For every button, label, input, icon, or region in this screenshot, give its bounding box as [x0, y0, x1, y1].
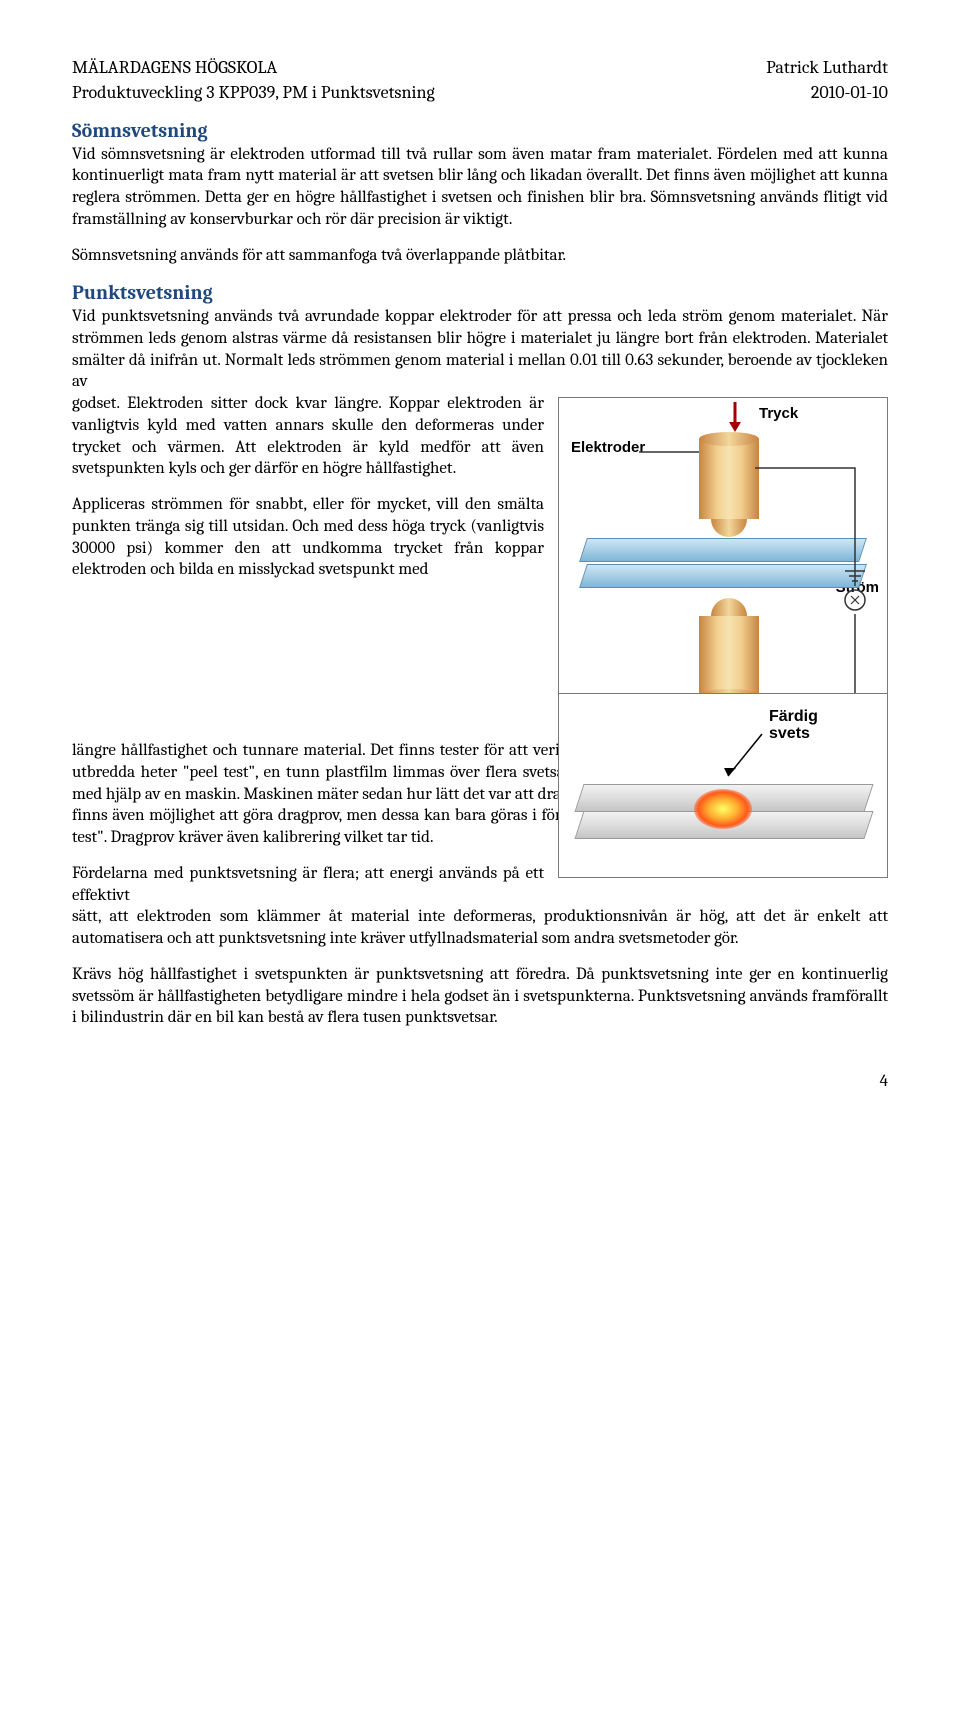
- fig2-label: Färdig svets: [769, 708, 818, 743]
- fig1-electrode-bot: [699, 598, 759, 693]
- page-number: 4: [72, 1071, 888, 1093]
- section2-p3-cont: sätt, att elektroden som klämmer åt mate…: [72, 906, 888, 950]
- header-date: 2010-01-10: [811, 81, 888, 104]
- fig1-elektroder-line-icon: [639, 446, 699, 458]
- fig1-circuit-icon: [755, 456, 875, 706]
- fig1-tryck-arrow-icon: [727, 402, 743, 432]
- figure-spot-welding: Tryck Elektroder Ström: [558, 397, 888, 732]
- header-school: MÄLARDAGENS HÖGSKOLA: [72, 56, 277, 79]
- section2-p1-part-a: Vid punktsvetsning används två avrundade…: [72, 306, 888, 393]
- fig2-arrow-icon: [714, 728, 774, 788]
- section2-title: Punktsvetsning: [72, 280, 888, 306]
- section2-p4: Krävs hög hållfastighet i svetspunkten ä…: [72, 964, 888, 1029]
- figure-finished-weld: Färdig svets: [558, 693, 888, 878]
- fig1-label-elektroder: Elektroder: [571, 438, 645, 457]
- section1-title: Sömnsvetsning: [72, 118, 888, 144]
- section1-p2: Sömnsvetsning används för att sammanfoga…: [72, 245, 888, 267]
- section1-p1: Vid sömnsvetsning är elektroden utformad…: [72, 144, 888, 231]
- fig1-label-tryck: Tryck: [759, 404, 798, 423]
- header-author: Patrick Luthardt: [766, 56, 888, 79]
- fig2-weld-spot: [694, 789, 752, 829]
- fig1-electrode-top: [699, 432, 759, 527]
- header-course: Produktuveckling 3 KPP039, PM i Punktsve…: [72, 81, 435, 104]
